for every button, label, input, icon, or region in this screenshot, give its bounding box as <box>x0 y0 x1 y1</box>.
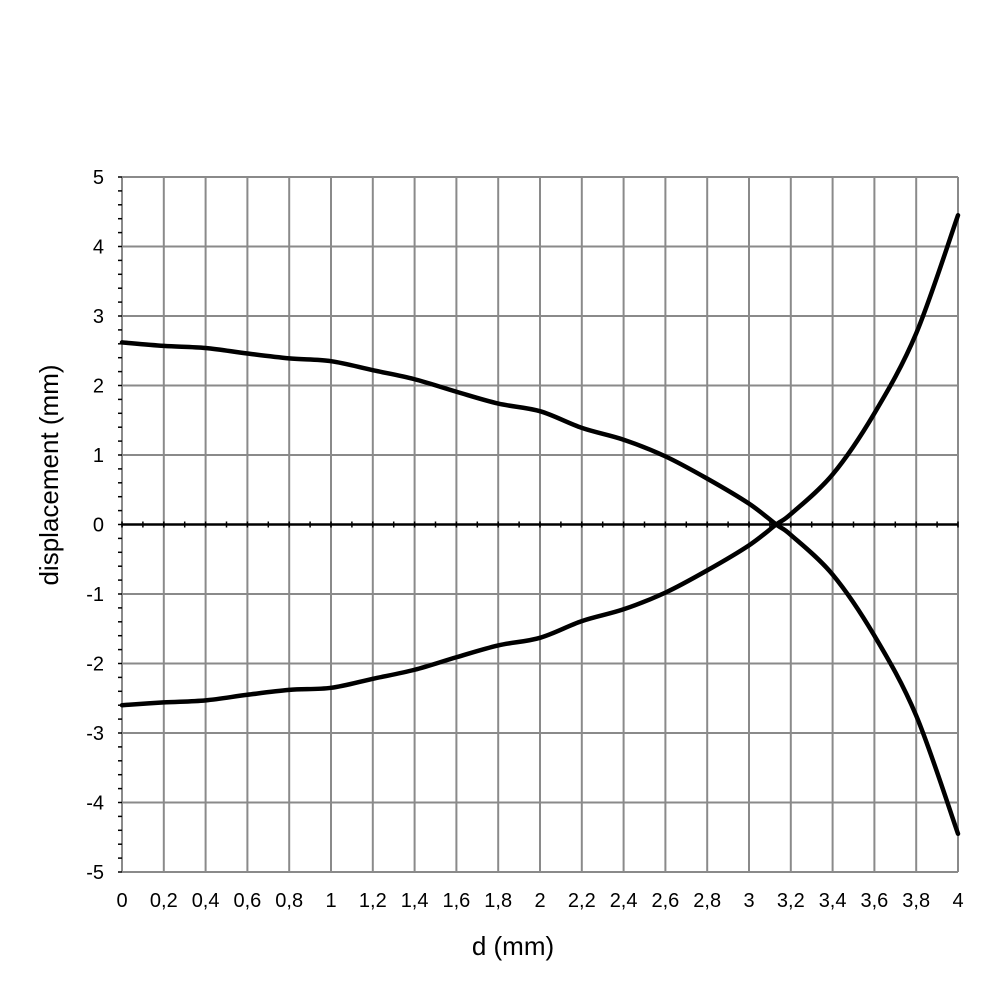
x-tick-label: 1,8 <box>484 890 512 912</box>
minor-ticks <box>118 176 959 873</box>
x-tick-label: 3,4 <box>819 890 847 912</box>
x-axis-title: d (mm) <box>472 931 554 961</box>
x-tick-label: 2,6 <box>651 890 679 912</box>
x-tick-label: 0 <box>116 890 127 912</box>
y-axis-title: displacement (mm) <box>34 364 64 585</box>
y-tick-label: 2 <box>93 376 104 398</box>
x-tick-label: 2,8 <box>693 890 721 912</box>
x-tick-label: 3,6 <box>860 890 888 912</box>
x-tick-label: 0,2 <box>150 890 178 912</box>
y-tick-label: 5 <box>93 167 104 189</box>
series-line-1 <box>119 340 961 837</box>
x-tick-label: 1 <box>325 890 336 912</box>
series-line-2 <box>119 212 961 708</box>
y-tick-label: 3 <box>93 306 104 328</box>
x-tick-label: 0,8 <box>275 890 303 912</box>
series-group <box>119 212 961 837</box>
y-tick-label: -3 <box>86 723 104 745</box>
y-tick-labels: 5 4 3 2 1 0 -1 -2 -3 -4 -5 <box>86 167 104 884</box>
x-tick-label: 2,4 <box>610 890 638 912</box>
y-tick-label: 1 <box>93 445 104 467</box>
y-tick-label: -5 <box>86 862 104 884</box>
x-tick-label: 0,4 <box>192 890 220 912</box>
y-tick-label: 0 <box>93 515 104 537</box>
y-tick-label: -4 <box>86 793 104 815</box>
y-tick-label: -1 <box>86 584 104 606</box>
x-tick-label: 3 <box>743 890 754 912</box>
x-tick-labels: 0 0,2 0,4 0,6 0,8 1 1,2 1,4 1,6 1,8 2 2,2 2,4 2,6 2,8 3… <box>116 890 963 912</box>
x-tick-label: 1,2 <box>359 890 387 912</box>
x-tick-label: 3,2 <box>777 890 805 912</box>
x-tick-label: 1,4 <box>401 890 429 912</box>
y-tick-label: -2 <box>86 654 104 676</box>
x-tick-label: 0,6 <box>233 890 261 912</box>
x-tick-label: 4 <box>952 890 963 912</box>
x-tick-label: 3,8 <box>902 890 930 912</box>
x-tick-label: 1,6 <box>442 890 470 912</box>
x-tick-label: 2 <box>534 890 545 912</box>
y-tick-label: 4 <box>93 237 104 259</box>
x-tick-label: 2,2 <box>568 890 596 912</box>
